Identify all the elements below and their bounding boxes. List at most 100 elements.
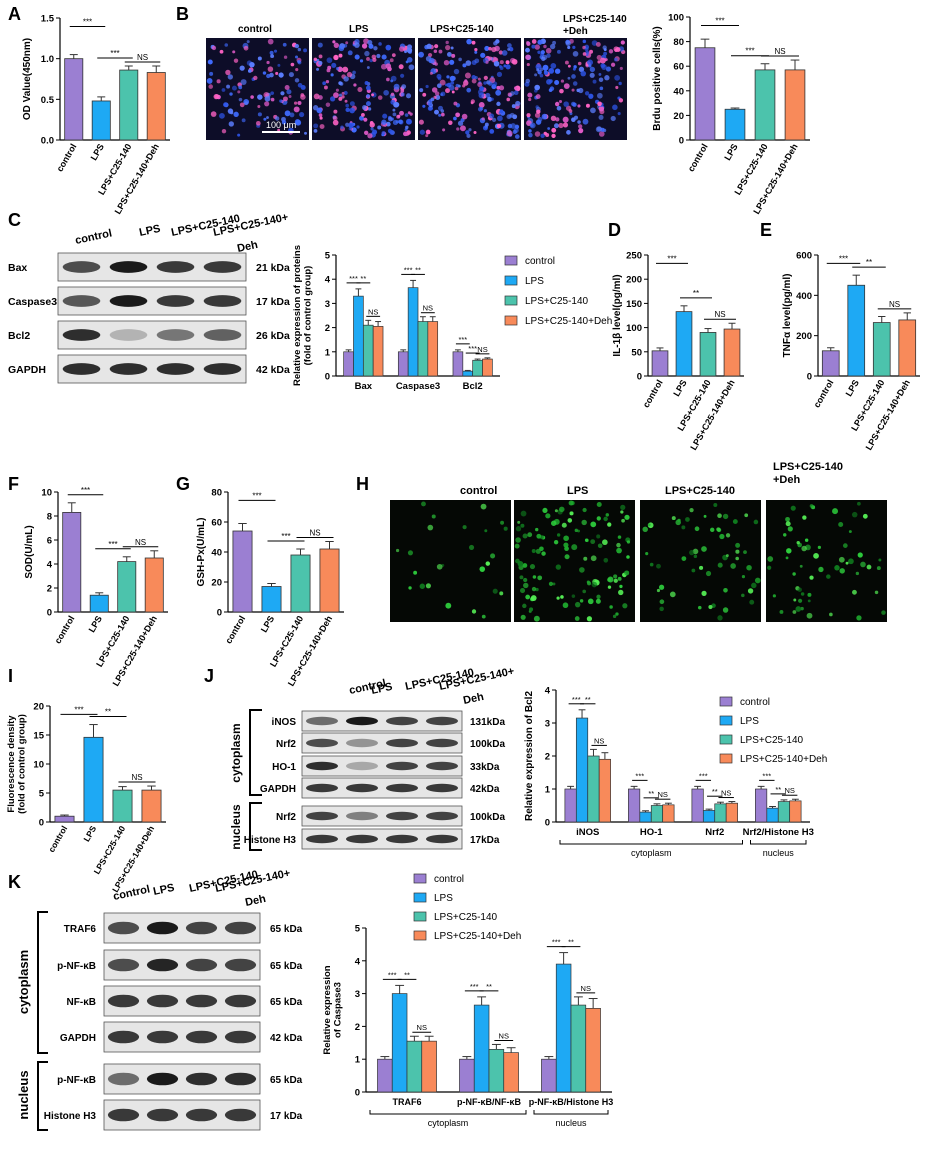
cell bbox=[785, 516, 790, 522]
cell bbox=[406, 57, 413, 63]
sig-label: ** bbox=[415, 265, 421, 274]
bar-LPS+C25-140+Deh bbox=[898, 319, 917, 377]
cell bbox=[277, 128, 281, 132]
y-axis-label: of Caspase3 bbox=[333, 982, 344, 1038]
cell bbox=[345, 107, 350, 113]
cell bbox=[725, 533, 731, 538]
cell bbox=[583, 556, 588, 561]
panel-letter-D: D bbox=[608, 220, 621, 240]
micro-label: +Deh bbox=[563, 26, 588, 37]
cell bbox=[392, 112, 397, 117]
cell bbox=[364, 81, 369, 85]
cell bbox=[231, 85, 237, 91]
cell bbox=[860, 561, 866, 568]
cell bbox=[433, 49, 438, 54]
cell bbox=[804, 538, 809, 542]
cell bbox=[405, 125, 409, 130]
cell bbox=[219, 112, 225, 119]
cell bbox=[381, 119, 387, 125]
cell bbox=[567, 45, 571, 50]
cell bbox=[484, 45, 490, 51]
cell bbox=[367, 107, 372, 111]
cell bbox=[556, 596, 560, 600]
cell bbox=[264, 101, 270, 107]
cell bbox=[443, 59, 450, 66]
cell bbox=[527, 532, 533, 538]
cell bbox=[568, 500, 574, 506]
compartment-bracket bbox=[249, 709, 262, 796]
sig-label: *** bbox=[110, 49, 119, 58]
cell bbox=[438, 113, 442, 117]
cell bbox=[528, 97, 532, 102]
cell bbox=[719, 533, 725, 540]
cell bbox=[481, 614, 486, 619]
band bbox=[386, 811, 418, 821]
bar-TRAF6-LPS+C25-140 bbox=[406, 1040, 423, 1093]
cell bbox=[556, 533, 561, 537]
blot-row-label: Bcl2 bbox=[8, 330, 30, 342]
cell bbox=[838, 556, 845, 563]
cell bbox=[331, 62, 337, 68]
cell bbox=[342, 66, 349, 73]
compartment-label: cytoplasm bbox=[16, 950, 31, 1014]
micro-label: control bbox=[238, 24, 272, 35]
cell bbox=[592, 79, 597, 84]
y-axis-label: TNFα level(pg/ml) bbox=[782, 274, 793, 358]
cell bbox=[425, 583, 431, 589]
bar-LPS+C25-140 bbox=[872, 322, 891, 377]
cell bbox=[579, 567, 585, 573]
x-tick-label: p-NF-κB/Histone H3 bbox=[529, 1097, 614, 1107]
cell bbox=[751, 582, 757, 589]
cell bbox=[601, 64, 607, 70]
x-tick-label: p-NF-κB/NF-κB bbox=[457, 1097, 522, 1107]
cell bbox=[357, 87, 363, 93]
cell bbox=[318, 54, 323, 59]
cell bbox=[237, 90, 241, 94]
lane-label: LPS bbox=[138, 223, 161, 239]
cell bbox=[496, 101, 501, 107]
cell bbox=[317, 42, 323, 48]
micrograph-bg bbox=[640, 500, 761, 622]
cell bbox=[359, 115, 365, 121]
cell bbox=[800, 592, 805, 596]
band bbox=[156, 261, 195, 273]
cell bbox=[377, 125, 382, 130]
cell bbox=[569, 112, 573, 116]
cell bbox=[540, 50, 545, 55]
cell bbox=[677, 518, 681, 523]
cell bbox=[267, 38, 274, 45]
cell bbox=[333, 42, 340, 49]
cell bbox=[866, 564, 872, 570]
cell bbox=[792, 610, 797, 614]
cell bbox=[483, 109, 487, 113]
cell bbox=[341, 91, 345, 95]
band bbox=[185, 1030, 218, 1044]
bar-HO-1-control bbox=[628, 788, 641, 823]
panel-letter-J: J bbox=[204, 666, 214, 686]
cell bbox=[582, 52, 587, 56]
cell bbox=[446, 52, 452, 57]
cell bbox=[845, 561, 849, 565]
cell bbox=[344, 99, 348, 103]
band bbox=[386, 716, 418, 726]
y-tick-label: 60 bbox=[211, 518, 222, 529]
band bbox=[224, 1072, 257, 1086]
cell bbox=[626, 555, 630, 559]
sig-label: *** bbox=[762, 771, 771, 780]
bar-Nrf2-LPS bbox=[702, 810, 716, 823]
cell bbox=[343, 43, 348, 48]
blot-K-3 bbox=[103, 1021, 261, 1053]
cell bbox=[618, 589, 624, 596]
cell bbox=[796, 540, 800, 545]
cell bbox=[391, 53, 396, 58]
cell bbox=[541, 113, 548, 120]
cell bbox=[485, 92, 491, 98]
cell bbox=[717, 513, 722, 519]
cell bbox=[526, 62, 530, 67]
cell bbox=[829, 612, 833, 617]
cell bbox=[560, 595, 564, 599]
cell bbox=[671, 516, 676, 521]
band bbox=[346, 761, 378, 771]
cell bbox=[437, 76, 442, 81]
cell bbox=[267, 66, 274, 72]
